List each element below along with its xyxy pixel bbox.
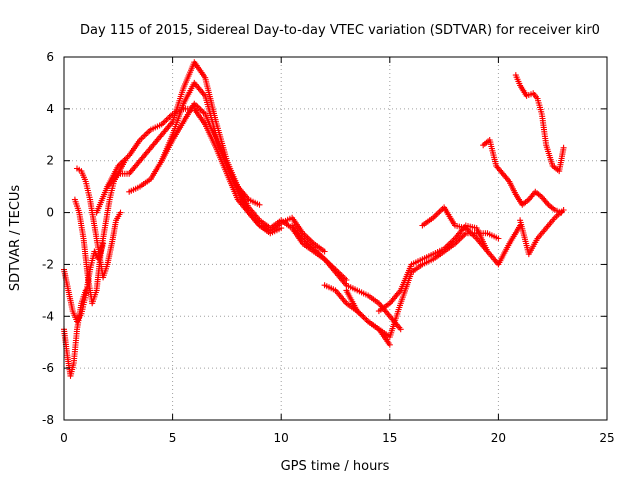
x-tick-label: 15 [382, 431, 397, 445]
data-points [71, 157, 128, 307]
series-arc12 [375, 222, 524, 315]
chart-title: Day 115 of 2015, Sidereal Day-to-day VTE… [80, 23, 600, 38]
y-tick-label: 0 [46, 206, 54, 220]
series-line [324, 284, 391, 346]
data-points [74, 165, 124, 281]
series-arc3 [71, 157, 128, 307]
series-arc5 [93, 105, 328, 255]
x-tick-label: 20 [491, 431, 506, 445]
series-arc8 [158, 100, 285, 237]
y-tick-label: -8 [42, 413, 54, 427]
series-arc13 [419, 204, 491, 255]
plot-frame [63, 56, 608, 421]
data-points [158, 100, 285, 237]
data-points [480, 137, 565, 216]
series-layer [61, 59, 567, 379]
series-arc4 [74, 165, 124, 281]
data-points [289, 222, 404, 333]
y-tick-label: 6 [46, 50, 54, 64]
y-axis-label: SDTVAR / TECUs [8, 185, 23, 292]
series-arc16 [517, 207, 567, 258]
y-tick-label: 4 [46, 102, 54, 116]
series-arc15 [512, 72, 567, 175]
series-arc7 [126, 79, 263, 208]
x-tick-label: 10 [274, 431, 289, 445]
y-tick-label: -6 [42, 361, 54, 375]
data-points [512, 72, 567, 175]
data-points [126, 79, 263, 208]
data-points [419, 204, 491, 255]
tick-layer: 0 5 10 15 20 25 -8 -6 -4 -2 0 2 4 6 [42, 50, 615, 445]
data-points [343, 230, 502, 340]
series-arc14 [480, 137, 565, 216]
data-points [375, 222, 524, 315]
x-tick-label: 25 [599, 431, 614, 445]
x-tick-label: 5 [169, 431, 177, 445]
x-tick-label: 0 [60, 431, 68, 445]
x-axis-label: GPS time / hours [281, 459, 390, 474]
series-arc11 [343, 230, 502, 340]
y-tick-label: 2 [46, 154, 54, 168]
y-tick-label: -4 [42, 309, 54, 323]
data-points [517, 207, 567, 258]
y-tick-label: -2 [42, 257, 54, 271]
